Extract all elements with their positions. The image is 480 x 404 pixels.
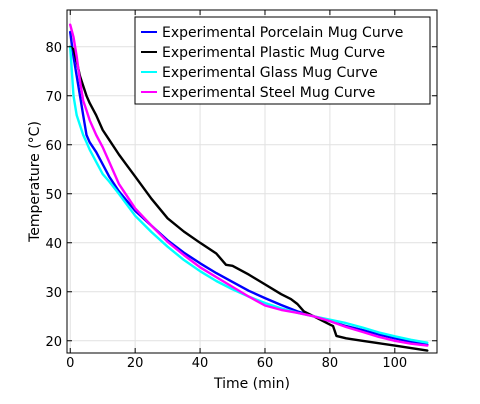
plot-lines	[69, 23, 429, 352]
x-tick-label: 20	[127, 356, 144, 371]
plot-frame	[66, 9, 438, 354]
legend: Experimental Porcelain Mug Curve Experime…	[134, 16, 431, 105]
series-line-4	[69, 23, 429, 347]
y-tick-label: 80	[45, 41, 62, 56]
x-axis-title: Time (min)	[213, 376, 290, 392]
x-tick-label: 0	[66, 356, 74, 371]
legend-label: Experimental Steel Mug Curve	[162, 85, 375, 101]
series-line-2	[69, 45, 429, 352]
y-tick-label: 30	[45, 286, 62, 301]
legend-label: Experimental Porcelain Mug Curve	[162, 25, 403, 41]
y-tick-label: 40	[45, 237, 62, 252]
x-tick-label: 40	[192, 356, 209, 371]
legend-label: Experimental Plastic Mug Curve	[162, 45, 385, 61]
x-tick-label: 100	[382, 356, 407, 371]
legend-label: Experimental Glass Mug Curve	[162, 65, 378, 81]
y-tick-label: 20	[45, 335, 62, 350]
x-tick-label: 80	[322, 356, 339, 371]
y-tick-label: 60	[45, 139, 62, 154]
y-axis-title: Temperature (°C)	[27, 121, 43, 243]
legend-box	[134, 16, 431, 105]
x-tick-label: 60	[257, 356, 274, 371]
y-tick-label: 50	[45, 188, 62, 203]
y-tick-label: 70	[45, 90, 62, 105]
y-tick-labels: 20 30 40 50 60 70 80	[45, 41, 62, 350]
x-tick-labels: 0 20 40 60 80 100	[66, 356, 407, 371]
legend-entries: Experimental Porcelain Mug Curve Experime…	[141, 25, 403, 101]
series-line-3	[69, 45, 429, 344]
axis-ticks	[67, 10, 437, 353]
